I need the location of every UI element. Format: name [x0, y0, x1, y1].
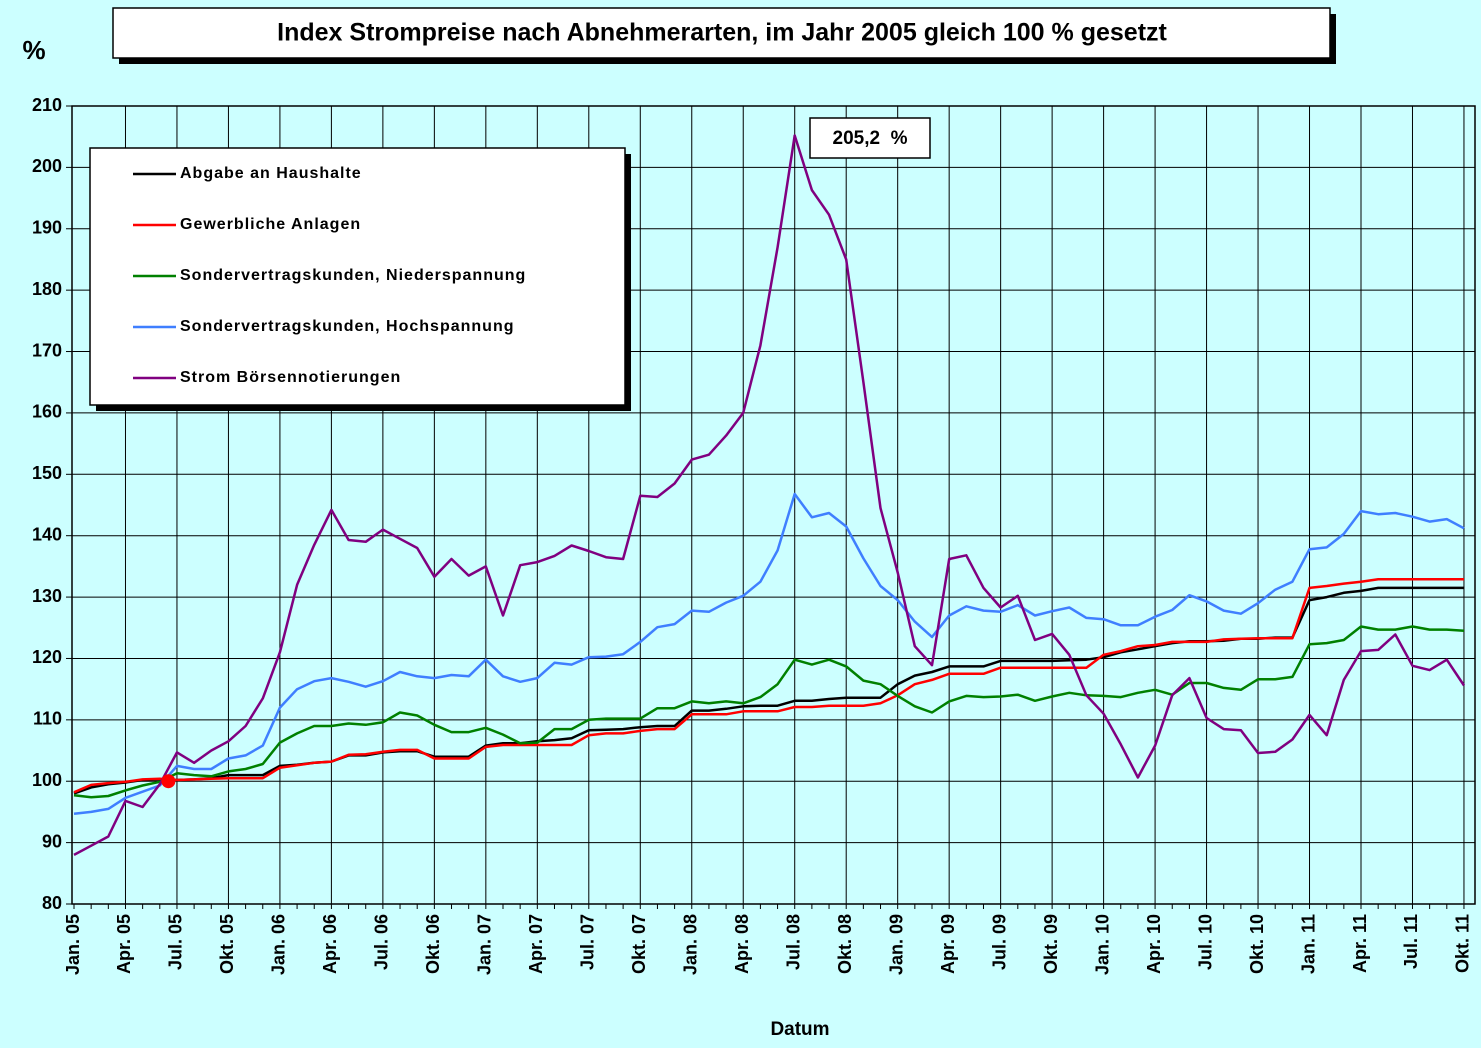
x-tick-label: Jul. 09 — [989, 914, 1009, 970]
y-tick-label: 110 — [33, 709, 62, 729]
y-tick-label: 90 — [42, 831, 62, 851]
x-tick-label: Okt. 08 — [835, 914, 855, 974]
x-tick-label: Jul. 07 — [578, 914, 598, 970]
lines — [73, 134, 1466, 857]
x-tick-label: Apr. 09 — [938, 914, 958, 974]
x-tick-label: Apr. 11 — [1350, 914, 1370, 973]
x-tick-label: Jul. 08 — [783, 914, 803, 970]
y-tick-label: 150 — [32, 463, 62, 483]
x-tick-label: Okt. 07 — [629, 914, 649, 974]
x-tick-label: Apr. 05 — [114, 914, 134, 974]
x-tick-label: Jan. 05 — [63, 914, 83, 975]
y-axis-label: % — [22, 35, 45, 65]
y-tick-label: 80 — [42, 893, 62, 913]
x-tick-label: Apr. 10 — [1144, 914, 1164, 974]
y-tick-label: 200 — [32, 156, 62, 176]
x-tick-label: Okt. 09 — [1041, 914, 1061, 974]
series-line — [73, 625, 1465, 799]
y-tick-label: 180 — [32, 279, 62, 299]
y-tick-label: 160 — [32, 402, 62, 422]
x-tick-label: Okt. 10 — [1247, 914, 1267, 974]
x-tick-label: Jul. 06 — [372, 914, 392, 970]
legend-label: Gewerbliche Anlagen — [180, 216, 361, 233]
x-tick-label: Okt. 06 — [423, 914, 443, 974]
legend-label: Abgabe an Haushalte — [180, 165, 362, 182]
x-tick-label: Jan. 11 — [1298, 914, 1318, 974]
x-tick-label: Apr. 07 — [526, 914, 546, 974]
y-tick-label: 130 — [32, 586, 62, 606]
x-tick-label: Jan. 09 — [886, 914, 906, 975]
x-tick-label: Okt. 11 — [1453, 914, 1473, 973]
labels: 80 90 100 110 120 130 140 150 160 170 180 190 200 210… — [32, 95, 1473, 975]
x-tick-label: Jul. 11 — [1401, 914, 1421, 969]
x-tick-label: Okt. 05 — [217, 914, 237, 974]
y-tick-label: 140 — [32, 524, 62, 544]
x-tick-label: Apr. 08 — [732, 914, 752, 974]
legend: Abgabe an Haushalte Gewerbliche Anlagen So… — [89, 147, 631, 411]
x-tick-label: Jan. 10 — [1092, 914, 1112, 975]
x-axis-label: Datum — [770, 1019, 829, 1040]
series-line — [73, 134, 1466, 857]
chart-title: Index Strompreise nach Abnehmerarten, im… — [277, 19, 1167, 47]
x-tick-label: Jul. 10 — [1195, 914, 1215, 970]
y-tick-label: 210 — [32, 95, 62, 115]
y-tick-label: 170 — [32, 340, 62, 360]
legend-label: Sondervertragskunden, Niederspannung — [180, 267, 526, 284]
title-box — [112, 7, 1331, 59]
x-tick-label: Jan. 07 — [475, 914, 495, 975]
y-tick-label: 100 — [32, 770, 62, 790]
legend-label: Sondervertragskunden, Hochspannung — [180, 318, 514, 335]
x-tick-label: Jul. 05 — [166, 914, 186, 970]
series-line — [73, 492, 1465, 816]
reference-point — [161, 774, 176, 789]
x-tick-label: Jan. 06 — [269, 914, 289, 975]
annotation: 205,2 % — [833, 128, 908, 149]
y-tick-label: 120 — [32, 647, 62, 667]
series-line — [73, 578, 1464, 794]
annotation-box — [809, 117, 931, 159]
legend-box — [89, 147, 626, 406]
y-tick-label: 190 — [32, 218, 62, 238]
x-tick-label: Jan. 08 — [681, 914, 701, 975]
plot-frame — [71, 105, 1476, 905]
x-tick-label: Apr. 06 — [320, 914, 340, 974]
legend-label: Strom Börsennotierungen — [180, 369, 401, 386]
